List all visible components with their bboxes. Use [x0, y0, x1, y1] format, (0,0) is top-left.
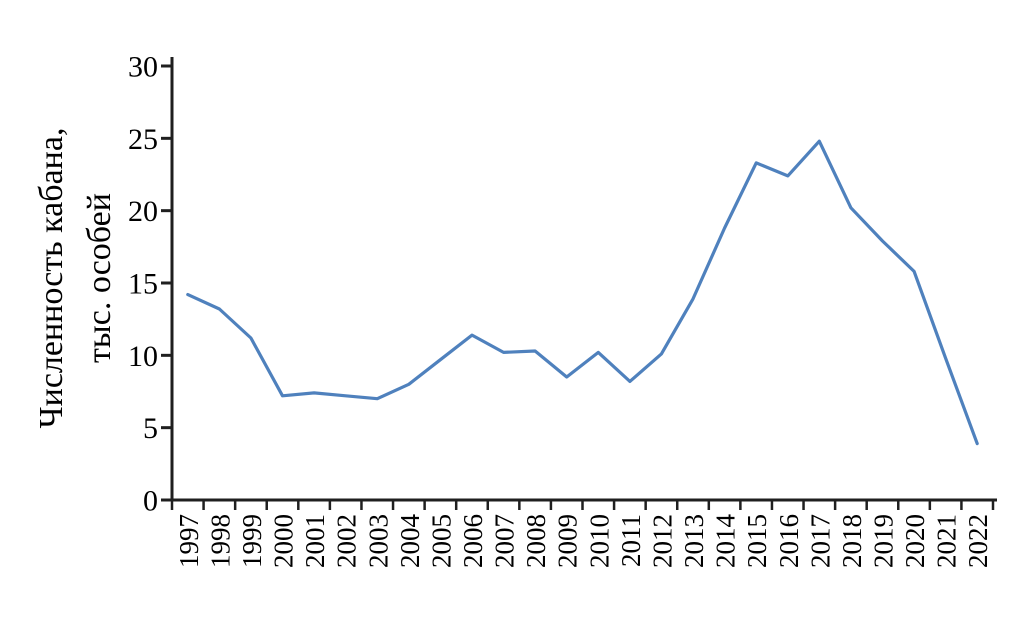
x-tick-label: 2008 — [521, 514, 551, 568]
x-tick-label: 2003 — [363, 514, 393, 568]
x-tick-label: 2012 — [647, 514, 677, 568]
x-tick-label: 2018 — [837, 514, 867, 568]
y-tick-label: 0 — [143, 485, 158, 518]
x-tick-label: 2020 — [900, 514, 930, 568]
x-tick-label: 2010 — [584, 514, 614, 568]
x-tick-label: 2009 — [553, 514, 583, 568]
x-tick-label: 1998 — [205, 514, 235, 568]
x-tick-label: 1997 — [174, 514, 204, 568]
x-tick-label: 2005 — [426, 514, 456, 568]
y-tick-label: 15 — [128, 268, 158, 301]
x-tick-label: 2004 — [395, 514, 425, 569]
x-tick-label: 2016 — [774, 514, 804, 568]
x-tick-label: 2014 — [711, 514, 741, 569]
x-tick-label: 2015 — [742, 514, 772, 568]
x-tick-label: 2002 — [332, 514, 362, 568]
x-tick-label: 2021 — [932, 514, 962, 568]
x-tick-label: 2001 — [300, 514, 330, 568]
x-tick-label: 2011 — [616, 514, 646, 567]
y-tick-label: 20 — [128, 195, 158, 228]
y-axis-title-line1: Численность кабана, — [33, 128, 70, 429]
population-line — [186, 139, 979, 446]
x-tick-label: 2022 — [963, 514, 993, 568]
y-tick-label: 30 — [128, 51, 158, 84]
y-tick-label: 10 — [128, 340, 158, 373]
x-tick-label: 2000 — [269, 514, 299, 568]
y-tick-label: 5 — [143, 412, 158, 445]
y-tick-label: 25 — [128, 123, 158, 156]
x-tick-label: 2013 — [679, 514, 709, 568]
x-tick-label: 2019 — [868, 514, 898, 568]
x-tick-label: 2006 — [458, 514, 488, 568]
y-axis-title-line2: тыс. особей — [81, 193, 118, 363]
x-tick-label: 1999 — [237, 514, 267, 568]
x-tick-label: 2017 — [805, 514, 835, 568]
x-tick-label: 2007 — [490, 514, 520, 568]
